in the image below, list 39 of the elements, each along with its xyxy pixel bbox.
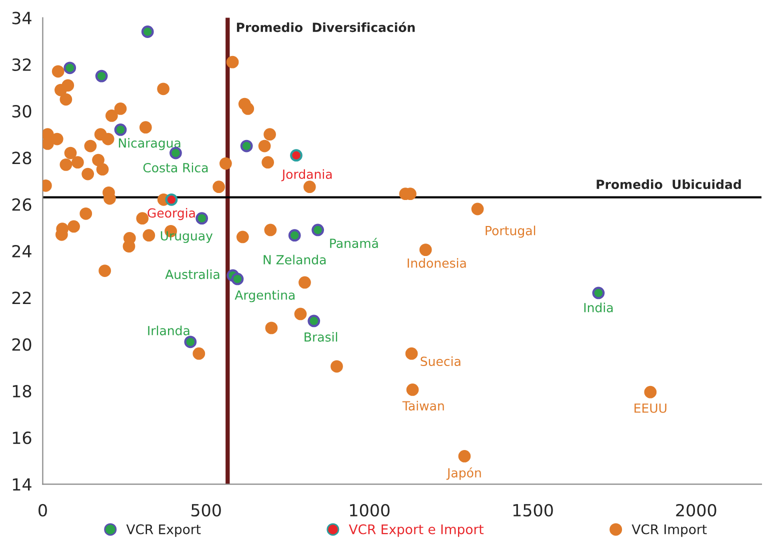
annotation: Indonesia	[408, 258, 466, 268]
annotation: Suecia	[420, 356, 460, 366]
legend-label: VCR Export	[126, 524, 201, 537]
y-tick-label: 14	[12, 478, 32, 491]
y-tick-label: 20	[12, 338, 32, 351]
y-tick-label: 24	[12, 244, 32, 258]
x-tick-label: 2000	[676, 504, 716, 517]
y-tick-label: 30	[12, 105, 32, 118]
annotation: Irlanda	[148, 326, 190, 336]
annotation: Japón	[446, 467, 481, 480]
annotation: Taiwan	[402, 400, 444, 411]
annotation: Australia	[165, 269, 220, 280]
annotation: Argentina	[234, 290, 295, 302]
y-tick-label: 26	[12, 198, 32, 211]
annotation: India	[584, 302, 613, 312]
annotation: Costa Rica	[143, 162, 208, 172]
annotation: EEUU	[634, 404, 666, 413]
annotation: N Zelanda	[264, 254, 326, 264]
y-tick-label: 32	[12, 58, 31, 71]
y-tick-label: 16	[12, 432, 32, 444]
annotation: Nicaragua	[118, 138, 180, 150]
y-tick-label: 22	[12, 292, 31, 304]
y-tick-label: 28	[12, 152, 32, 164]
y-tick-label: 34	[12, 12, 32, 24]
ref-line-label: Promedio Diversificación	[236, 22, 415, 32]
annotation: Uruguay	[160, 231, 213, 243]
annotation: Panamá	[330, 238, 378, 248]
y-tick-label: 18	[12, 384, 32, 398]
annotation: Jordania	[281, 169, 332, 182]
x-tick-label: 1500	[513, 504, 553, 517]
x-tick-label: 0	[38, 504, 47, 517]
x-tick-label: 1000	[350, 504, 390, 517]
legend-label: VCR Import	[632, 524, 707, 537]
x-tick-label: 500	[191, 504, 221, 517]
ref-line-label: Promedio Ubicuidad	[596, 179, 741, 190]
legend-label: VCR Export e Import	[348, 524, 484, 537]
annotation: Portugal	[486, 226, 536, 238]
annotation: Georgia	[148, 208, 195, 220]
annotation: Brasil	[304, 332, 338, 342]
